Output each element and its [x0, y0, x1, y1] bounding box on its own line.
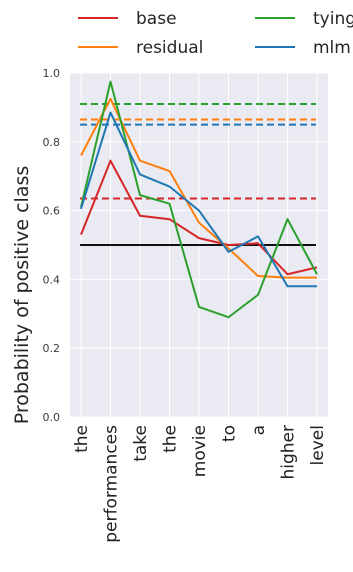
legend-item-residual: residual — [78, 38, 203, 58]
series-line-base — [80, 159, 318, 276]
x-axis-ticks: the performances take the movie to a higher leve… — [72, 425, 328, 543]
y-axis-title: Probability of positive class — [11, 166, 33, 425]
x-tick-label: higher — [279, 425, 299, 480]
legend-label: base — [136, 9, 177, 29]
legend-label: mlm — [313, 38, 351, 58]
y-axis-ticks: 0.0 0.2 0.4 0.6 0.8 1.0 — [43, 67, 61, 424]
y-tick-label: 0.6 — [43, 205, 61, 218]
y-tick-label: 0.2 — [43, 342, 61, 355]
x-tick-label: the — [161, 425, 181, 453]
x-tick-label: level — [308, 425, 328, 465]
legend-item-mlm: mlm — [255, 38, 351, 58]
x-tick-label: take — [131, 425, 151, 462]
x-tick-label: a — [249, 425, 269, 435]
legend-label: tying — [313, 9, 353, 29]
legend-label: residual — [136, 38, 203, 58]
y-tick-label: 0.8 — [43, 136, 61, 149]
series-line-tying — [80, 80, 318, 319]
legend-item-tying: tying — [255, 9, 353, 29]
y-tick-label: 1.0 — [43, 67, 61, 80]
y-tick-label: 0.4 — [43, 273, 61, 286]
y-tick-label: 0.0 — [43, 411, 61, 424]
x-tick-label: performances — [102, 425, 122, 543]
legend: base residual tying mlm — [78, 9, 353, 58]
legend-item-base: base — [78, 9, 177, 29]
series-line-mlm — [80, 111, 317, 288]
x-tick-label: to — [220, 425, 240, 442]
series-lines — [80, 80, 318, 319]
x-tick-label: the — [72, 425, 92, 453]
x-tick-label: movie — [190, 425, 210, 477]
